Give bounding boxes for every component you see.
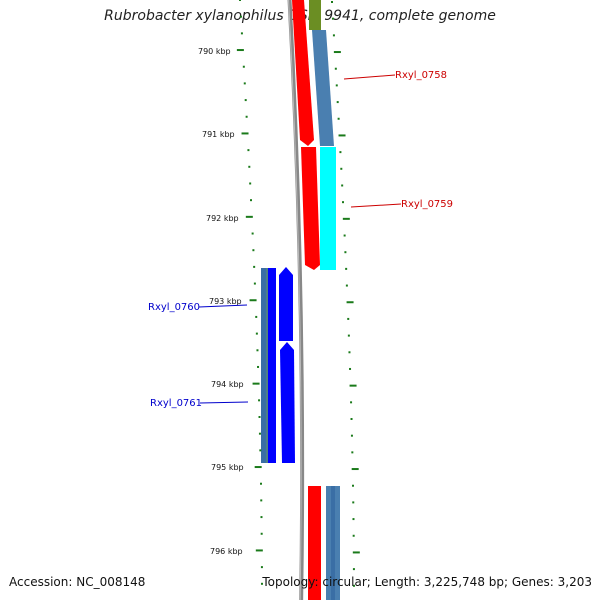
- cds-rxyl-0759-arrow: [301, 147, 320, 270]
- cds-rxyl-0761-arrow: [280, 342, 295, 463]
- cds-rxyl-0760-rev-a: [268, 268, 276, 463]
- gene-label-rxyl-0759[interactable]: Rxyl_0759: [401, 199, 453, 210]
- cds-rxyl-0758-arrow: [292, 0, 314, 146]
- band-rxyl-0759-highlight: [320, 147, 336, 270]
- tick-label-793: 793 kbp: [209, 297, 242, 306]
- tick-label-792: 792 kbp: [206, 214, 239, 223]
- leader-rxyl-0759: [350, 203, 402, 208]
- cds-rxyl-0760-arrow: [279, 267, 293, 341]
- leader-rxyl-0760: [198, 304, 248, 308]
- band-lower-inner: [331, 486, 335, 600]
- tick-label-796: 796 kbp: [210, 547, 243, 556]
- top-band: [309, 0, 321, 30]
- leader-rxyl-0761: [199, 401, 249, 404]
- tick-label-795: 795 kbp: [211, 463, 244, 472]
- genome-backbone: [287, 0, 305, 600]
- genome-backbone-shadow: [288, 0, 302, 600]
- gene-label-rxyl-0758[interactable]: Rxyl_0758: [395, 70, 447, 81]
- tick-label-790: 790 kbp: [198, 47, 231, 56]
- band-rxyl-0758: [312, 30, 334, 146]
- accession-text: Accession: NC_008148: [9, 575, 146, 589]
- right-tick-track: [331, 1, 360, 587]
- gene-label-rxyl-0761[interactable]: Rxyl_0761: [150, 398, 202, 409]
- cds-lower-red: [308, 486, 321, 600]
- tick-label-794: 794 kbp: [211, 380, 244, 389]
- topology-text: Topology: circular; Length: 3,225,748 bp…: [262, 575, 592, 589]
- left-tick-track: [236, 0, 263, 585]
- leader-rxyl-0758: [343, 74, 396, 80]
- tick-label-791: 791 kbp: [202, 130, 235, 139]
- gene-label-rxyl-0760[interactable]: Rxyl_0760: [148, 302, 200, 313]
